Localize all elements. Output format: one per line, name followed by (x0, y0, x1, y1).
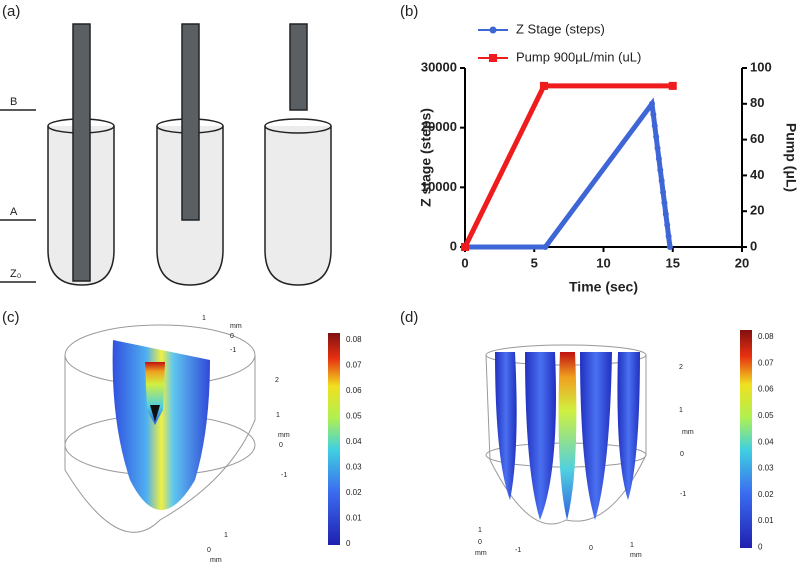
marker (461, 243, 469, 251)
marker (665, 233, 672, 240)
marker (661, 199, 668, 206)
axis-tick: -1 (230, 347, 236, 354)
y-axis-label: Z stage (steps) (418, 108, 434, 207)
colorbar-c (328, 333, 340, 545)
axis-tick: 0 (207, 547, 211, 554)
axis-tick: 0 (230, 333, 234, 340)
diagram (0, 23, 332, 286)
colorbar-tick: 0.01 (346, 514, 362, 523)
axis-tick: 1 (679, 407, 683, 414)
marker (664, 221, 671, 228)
axis-tick: 1 (202, 315, 206, 322)
colorbar-tick: 0 (758, 543, 763, 552)
x-tick-label: 0 (461, 255, 468, 270)
diagram-label: B (10, 96, 17, 108)
axis-tick: -1 (680, 491, 686, 498)
marker (650, 111, 657, 118)
series-line (462, 83, 673, 249)
axis-tick: mm (210, 557, 222, 564)
marker (662, 211, 669, 218)
marker (651, 122, 658, 129)
y2-tick-label: 20 (750, 203, 764, 218)
axis-tick: 1 (478, 527, 482, 534)
marker (653, 133, 660, 140)
simulation-d (485, 344, 647, 525)
legend-marker (489, 26, 497, 34)
axis-tick: mm (475, 550, 487, 557)
axis-tick: 1 (630, 542, 634, 549)
colorbar-tick: 0.07 (758, 358, 774, 367)
colorbar-tick: 0.07 (346, 361, 362, 370)
y2-axis-label: Pump (μL) (783, 123, 799, 192)
series-line (465, 97, 673, 250)
axis-tick: 0 (478, 539, 482, 546)
simulation-c (64, 324, 256, 533)
panel-label: (d) (400, 309, 418, 326)
colorbar-tick: 0.06 (346, 386, 362, 395)
axis-tick: mm (278, 432, 290, 439)
marker (648, 100, 655, 107)
colorbar-tick: 0.08 (346, 335, 362, 344)
marker (668, 81, 677, 90)
colorbar-tick: 0.02 (346, 488, 362, 497)
colorbar-tick: 0.01 (758, 516, 774, 525)
colorbar-tick: 0.04 (758, 437, 774, 446)
axis-tick: mm (682, 429, 694, 436)
x-tick-label: 15 (666, 255, 680, 270)
axis-tick: 0 (680, 451, 684, 458)
y2-tick-label: 80 (750, 95, 764, 110)
colorbar-d (740, 330, 752, 548)
colorbar-tick: 0.04 (346, 437, 362, 446)
axis-tick: 2 (275, 377, 279, 384)
marker (658, 177, 665, 184)
diagram-label: A (10, 206, 18, 218)
axis-tick: -1 (515, 547, 521, 554)
axis-tick: 1 (224, 532, 228, 539)
axis-tick: 2 (679, 364, 683, 371)
marker (654, 144, 661, 151)
panel-label: (a) (2, 3, 20, 20)
y2-tick-label: 0 (750, 238, 757, 253)
y2-tick-label: 40 (750, 167, 764, 182)
axis-tick: 1 (276, 412, 280, 419)
axis-tick: mm (630, 552, 642, 559)
axis-tick: -1 (281, 472, 287, 479)
axis-tick: 0 (279, 442, 283, 449)
y2-tick-label: 60 (750, 131, 764, 146)
x-tick-label: 20 (735, 255, 749, 270)
y-tick-label: 0 (450, 238, 457, 253)
y-tick-label: 20000 (421, 119, 457, 134)
x-axis-label: Time (sec) (569, 279, 638, 295)
y-tick-label: 30000 (421, 59, 457, 74)
y-tick-label: 10000 (421, 179, 457, 194)
legend-label: Z Stage (steps) (516, 21, 605, 36)
colorbar-tick: 0.05 (346, 412, 362, 421)
axis-tick: mm (230, 323, 242, 330)
colorbar-tick: 0.08 (758, 332, 774, 341)
marker (539, 81, 548, 90)
marker (660, 189, 667, 196)
marker (542, 244, 549, 250)
colorbar-tick: 0.02 (758, 490, 774, 499)
x-tick-label: 5 (531, 255, 538, 270)
marker (666, 244, 673, 250)
marker (655, 155, 662, 162)
diagram-label: Z₀ (10, 268, 21, 280)
y2-tick-label: 100 (750, 59, 772, 74)
marker (657, 167, 664, 174)
colorbar-tick: 0 (346, 539, 351, 548)
panel-label: (b) (400, 3, 418, 20)
axis-tick: 0 (589, 545, 593, 552)
colorbar-tick: 0.06 (758, 385, 774, 394)
colorbar-tick: 0.05 (758, 411, 774, 420)
colorbar-tick: 0.03 (758, 464, 774, 473)
panel-label: (c) (2, 309, 20, 326)
legend-label: Pump 900μL/min (uL) (516, 49, 641, 64)
colorbar-tick: 0.03 (346, 463, 362, 472)
legend-marker (489, 54, 497, 62)
x-tick-label: 10 (596, 255, 610, 270)
